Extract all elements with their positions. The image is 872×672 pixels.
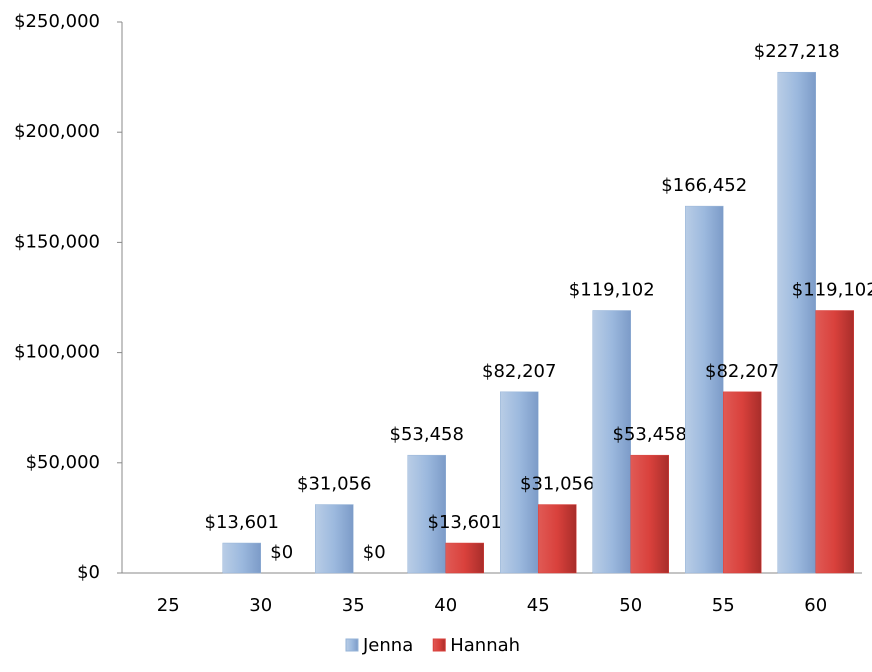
- legend-label: Jenna: [362, 635, 413, 656]
- bar: [630, 454, 669, 574]
- data-label: $53,458: [390, 424, 464, 445]
- legend-swatch: [432, 638, 446, 652]
- x-tick-label: 55: [712, 595, 735, 616]
- bar: [777, 71, 816, 574]
- x-tick-label: 40: [434, 595, 457, 616]
- bar: [538, 504, 577, 574]
- x-tick-label: 30: [249, 595, 272, 616]
- data-label: $227,218: [754, 41, 840, 62]
- bar: [815, 310, 854, 574]
- y-tick-label: $200,000: [14, 121, 100, 142]
- bar: [222, 542, 261, 574]
- bar: [407, 454, 446, 574]
- y-tick-label: $250,000: [14, 11, 100, 32]
- y-tick-label: $150,000: [14, 231, 100, 252]
- legend-label: Hannah: [450, 635, 520, 656]
- data-label: $31,056: [297, 474, 371, 495]
- data-label: $166,452: [661, 175, 747, 196]
- data-label: $0: [363, 542, 386, 563]
- data-label: $119,102: [792, 279, 872, 300]
- bar: [685, 205, 724, 574]
- bar: [723, 391, 762, 574]
- bar: [592, 310, 631, 574]
- data-label: $13,601: [428, 512, 502, 533]
- y-tick-label: $50,000: [26, 452, 100, 473]
- data-label: $0: [270, 542, 293, 563]
- x-tick-label: 60: [804, 595, 827, 616]
- data-label: $119,102: [569, 279, 655, 300]
- data-label: $31,056: [520, 474, 594, 495]
- data-label: $53,458: [613, 424, 687, 445]
- y-tick-label: $0: [77, 562, 100, 583]
- x-tick-label: 50: [619, 595, 642, 616]
- data-label: $82,207: [705, 361, 779, 382]
- data-label: $82,207: [482, 361, 556, 382]
- bar: [315, 504, 354, 574]
- bar: [500, 391, 539, 574]
- y-tick-label: $100,000: [14, 342, 100, 363]
- x-tick-label: 35: [342, 595, 365, 616]
- bar: [445, 542, 484, 574]
- x-tick-label: 45: [527, 595, 550, 616]
- data-label: $13,601: [205, 512, 279, 533]
- x-tick-label: 25: [157, 595, 180, 616]
- legend-swatch: [345, 638, 359, 652]
